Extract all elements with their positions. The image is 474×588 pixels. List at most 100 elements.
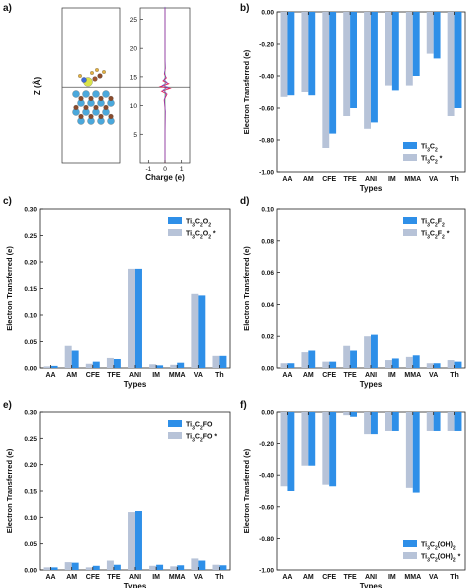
ytick-label-b: -0.40 [259, 74, 274, 81]
category-label-c-am: AM [66, 372, 77, 379]
bar-e-blue-tfe [113, 564, 121, 570]
category-label-f-ani: ANI [365, 574, 377, 581]
bar-f-blue-tfe [350, 412, 357, 417]
structure-atom [92, 76, 98, 82]
category-label-f-cfe: CFE [322, 574, 336, 581]
bar-e-gray-ani [128, 512, 135, 570]
ylabel-d: Electron Transferred (e) [242, 246, 251, 331]
structure-atom [78, 74, 82, 78]
charge-profile-line-2 [161, 6, 169, 162]
ytick-label-e: 0.10 [24, 515, 37, 522]
structure-atom [73, 104, 79, 111]
category-label-b-va: VA [429, 176, 438, 183]
category-label-e-tfe: TFE [107, 574, 121, 581]
category-label-d-ani: ANI [365, 372, 377, 379]
category-label-b-cfe: CFE [322, 176, 336, 183]
panel-d-label: d) [240, 196, 250, 207]
bar-d-gray-mma [405, 356, 413, 368]
bar-c-blue-va [198, 295, 206, 368]
bar-f-gray-cfe [322, 412, 330, 485]
structure-atom [90, 71, 94, 75]
bar-c-blue-im [156, 365, 164, 368]
bar-b-gray-va [426, 12, 434, 54]
structure-atom [97, 73, 103, 79]
bar-f-gray-va [426, 412, 434, 431]
ytick-label-c: 0.30 [24, 207, 37, 214]
category-label-f-th: Th [450, 574, 459, 581]
category-label-e-aa: AA [45, 574, 55, 581]
bar-e-gray-mma [170, 566, 178, 570]
bar-b-blue-am [308, 12, 316, 96]
bar-c-gray-va [191, 293, 199, 368]
bar-c-gray-aa [43, 366, 51, 368]
xlabel-e: Types [124, 582, 147, 588]
ytick-label-b: 0.00 [261, 10, 274, 17]
bar-d-blue-ani [371, 334, 378, 368]
bar-b-blue-th [454, 12, 462, 108]
category-label-c-tfe: TFE [107, 372, 121, 379]
bar-f-blue-mma [412, 412, 420, 493]
structure-atom [108, 113, 114, 120]
legend-label-c-gray: Ti3C2O2 * [186, 231, 216, 241]
category-label-c-aa: AA [45, 372, 55, 379]
structure-atom [103, 104, 109, 111]
category-label-d-am: AM [303, 372, 314, 379]
category-label-d-th: Th [450, 372, 459, 379]
bar-d-blue-am [308, 350, 316, 368]
legend-swatch-f-blue [403, 540, 417, 547]
bar-d-gray-cfe [322, 361, 330, 368]
bar-d-gray-va [426, 363, 434, 368]
structure-atom [102, 70, 106, 74]
legend-label-c-blue: Ti3C2O2 [186, 219, 211, 229]
ytick-label-d: 0.08 [261, 238, 274, 245]
bar-e-blue-ani [135, 511, 142, 570]
ytick-label-c: 0.25 [24, 233, 37, 240]
panel-a-label: a) [3, 3, 12, 14]
bar-d-gray-aa [280, 363, 288, 368]
ytick-label-f: -0.40 [259, 473, 274, 480]
bar-b-blue-im [391, 12, 399, 91]
structure-atom [98, 113, 104, 120]
ytick-label-d: 0.06 [261, 270, 274, 277]
category-label-f-am: AM [303, 574, 314, 581]
category-label-e-ani: ANI [129, 574, 141, 581]
structure-atom [78, 113, 84, 120]
bar-c-blue-am [71, 350, 79, 368]
ytick-label-c: 0.15 [24, 286, 37, 293]
category-label-e-mma: MMA [169, 574, 186, 581]
category-label-b-aa: AA [282, 176, 292, 183]
bar-d-gray-tfe [343, 345, 351, 368]
bar-c-gray-am [64, 345, 72, 368]
structure-atom [108, 95, 114, 102]
category-label-b-am: AM [303, 176, 314, 183]
bar-e-gray-cfe [85, 567, 93, 570]
structure-atom [82, 90, 90, 98]
panel-c-label: c) [3, 196, 12, 207]
structure-atom [98, 95, 104, 102]
ylabel-e: Electron Transferred (e) [5, 448, 14, 533]
legend-label-e-blue: Ti3C2FO [186, 422, 213, 432]
category-label-f-im: IM [388, 574, 396, 581]
bar-b-blue-ani [371, 12, 378, 123]
bar-f-blue-th [454, 412, 462, 431]
bar-f-blue-im [391, 412, 399, 431]
category-label-d-va: VA [429, 372, 438, 379]
xlabel-b: Types [360, 184, 383, 193]
ytick-label-b: -1.00 [259, 170, 274, 177]
ytick-label-f: -0.60 [259, 504, 274, 511]
category-label-d-aa: AA [282, 372, 292, 379]
category-label-d-im: IM [388, 372, 396, 379]
ytick-label-d: 0.00 [261, 366, 274, 373]
ytick-label-c: 0.00 [24, 366, 37, 373]
structure-atom [72, 90, 80, 98]
structure-atom [88, 113, 94, 120]
bar-c-blue-ani [135, 268, 142, 368]
legend-swatch-e-blue [168, 420, 182, 427]
bar-c-blue-tfe [113, 358, 121, 368]
ylabel-f: Electron Transferred (e) [242, 448, 251, 533]
bar-b-blue-aa [287, 12, 295, 96]
bar-c-gray-im [149, 364, 157, 368]
bar-b-gray-cfe [322, 12, 330, 148]
category-label-b-im: IM [388, 176, 396, 183]
structure-atom [83, 104, 89, 111]
